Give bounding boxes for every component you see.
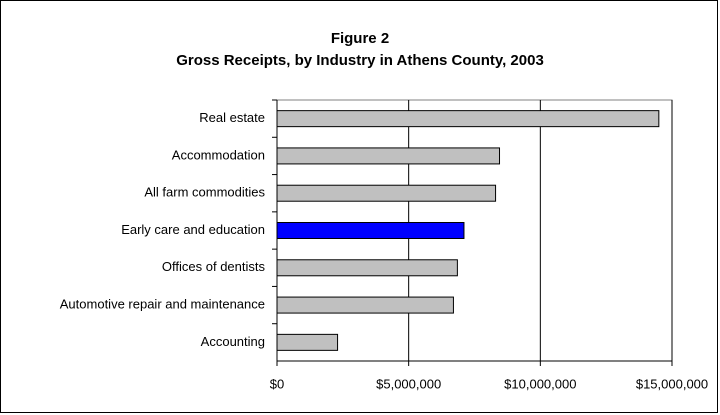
bar <box>276 147 501 165</box>
x-tick-label: $10,000,000 <box>504 376 576 391</box>
bar <box>276 110 660 128</box>
bar <box>276 296 454 314</box>
bar <box>276 222 465 239</box>
x-tick-label: $0 <box>270 376 284 391</box>
y-tick-label: Accounting <box>201 334 265 349</box>
bar <box>276 259 458 277</box>
y-tick-label: Accommodation <box>172 147 265 162</box>
x-tick-label: $5,000,000 <box>376 376 441 391</box>
y-tick-label: All farm commodities <box>144 185 265 200</box>
y-tick-label: Real estate <box>199 110 265 125</box>
bar <box>276 184 497 202</box>
chart-title: Figure 2 <box>331 30 389 47</box>
y-tick-label: Early care and education <box>121 222 265 237</box>
bar <box>276 333 339 351</box>
y-tick-label: Offices of dentists <box>162 259 266 274</box>
y-tick-label: Automotive repair and maintenance <box>60 297 265 312</box>
chart-subtitle: Gross Receipts, by Industry in Athens Co… <box>176 52 544 69</box>
x-tick-label: $15,000,000 <box>636 376 708 391</box>
